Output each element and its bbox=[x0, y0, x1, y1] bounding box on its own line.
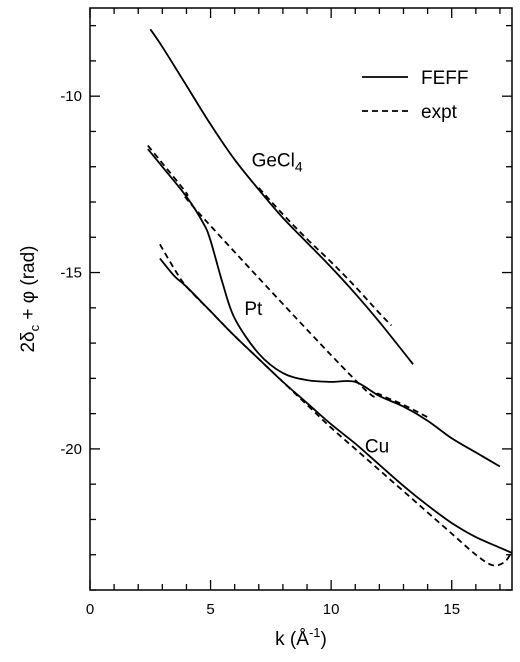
legend-label-expt: expt bbox=[421, 102, 458, 123]
curve-label-cu: Cu bbox=[365, 436, 389, 457]
axis-ticks bbox=[89, 8, 512, 591]
y-tick-label: -20 bbox=[60, 441, 82, 458]
series-pt-expt bbox=[147, 145, 429, 418]
x-tick-label: 5 bbox=[206, 601, 214, 618]
tick-labels: 0 5 10 15 -10 -15 -20 bbox=[60, 88, 460, 618]
curve-label-gecl4: GeCl4 bbox=[252, 151, 303, 175]
x-tick-label: 0 bbox=[86, 601, 94, 618]
legend-label-feff: FEFF bbox=[421, 68, 469, 89]
plot-frame bbox=[89, 7, 513, 591]
x-axis-title: k (Å-1) bbox=[275, 625, 327, 650]
y-tick-label: -10 bbox=[60, 88, 82, 105]
x-tick-label: 10 bbox=[323, 601, 340, 618]
series-cu-feff bbox=[159, 257, 513, 554]
x-tick-label: 15 bbox=[443, 601, 460, 618]
curve-labels: GeCl4 Pt Cu bbox=[244, 151, 389, 458]
y-axis-title: 2δc + φ (rad) bbox=[18, 245, 42, 352]
series-gecl4-feff bbox=[149, 28, 414, 365]
series-pt-feff bbox=[147, 148, 501, 468]
curves bbox=[147, 28, 513, 567]
series-gecl4-expt bbox=[258, 187, 393, 327]
curve-label-pt: Pt bbox=[244, 299, 263, 320]
legend: FEFF expt bbox=[362, 68, 469, 123]
y-tick-label: -15 bbox=[60, 265, 82, 282]
series-cu-expt bbox=[159, 243, 513, 567]
